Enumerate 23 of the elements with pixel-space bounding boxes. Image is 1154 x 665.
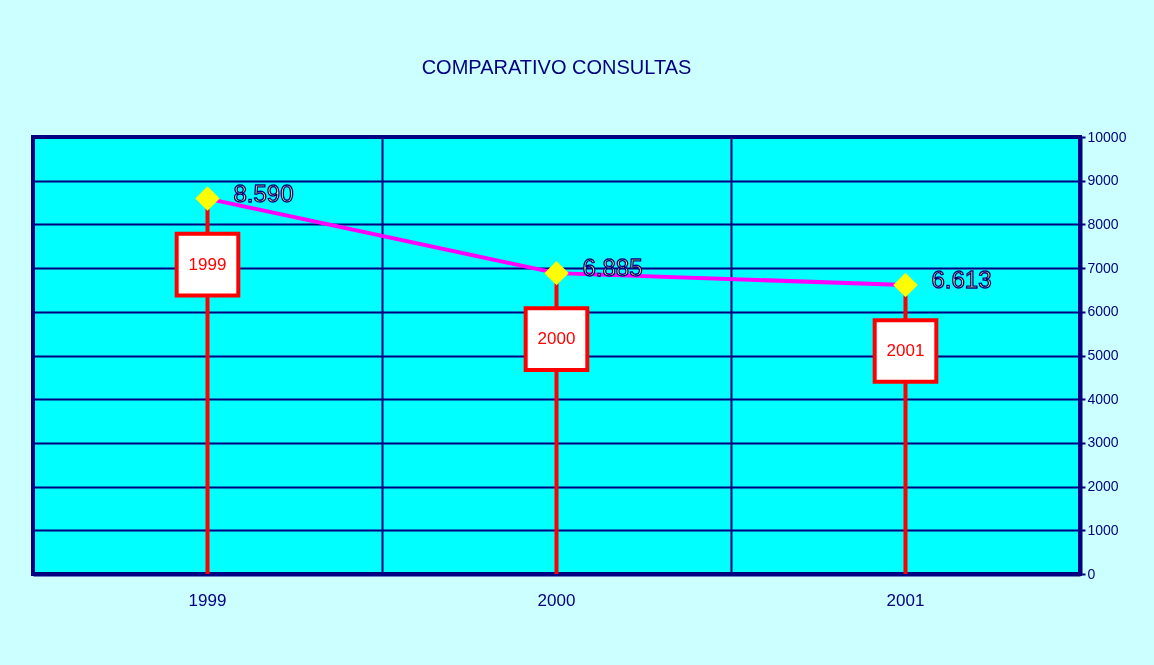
annotation: 1999 <box>188 254 227 274</box>
annotation: 2001 <box>886 341 925 361</box>
x-tick-label: 2000 <box>537 590 576 610</box>
y-tick-label: 7000 <box>1087 259 1119 276</box>
y-tick-label: 6000 <box>1087 303 1119 320</box>
x-tick-label: 2001 <box>886 590 925 610</box>
y-tick-label: 10000 <box>1087 128 1127 145</box>
y-tick-label: 9000 <box>1087 172 1119 189</box>
data-label: 6.613 <box>931 266 992 294</box>
y-tick-label: 4000 <box>1087 390 1119 407</box>
point <box>893 272 918 298</box>
y-tick-label: 2000 <box>1087 478 1119 495</box>
chart-title: COMPARATIVO CONSULTAS <box>421 56 692 78</box>
y-tick-label: 0 <box>1087 565 1096 582</box>
point <box>544 260 569 286</box>
point <box>195 186 220 211</box>
y-tick-label: 8000 <box>1087 215 1119 232</box>
x-tick-label: 1999 <box>188 590 227 610</box>
y-tick-label: 1000 <box>1087 521 1119 538</box>
annotation: 2000 <box>537 329 576 349</box>
y-tick-label: 5000 <box>1087 347 1119 363</box>
y-tick-label: 3000 <box>1087 434 1119 451</box>
data-label: 8.590 <box>233 179 294 207</box>
